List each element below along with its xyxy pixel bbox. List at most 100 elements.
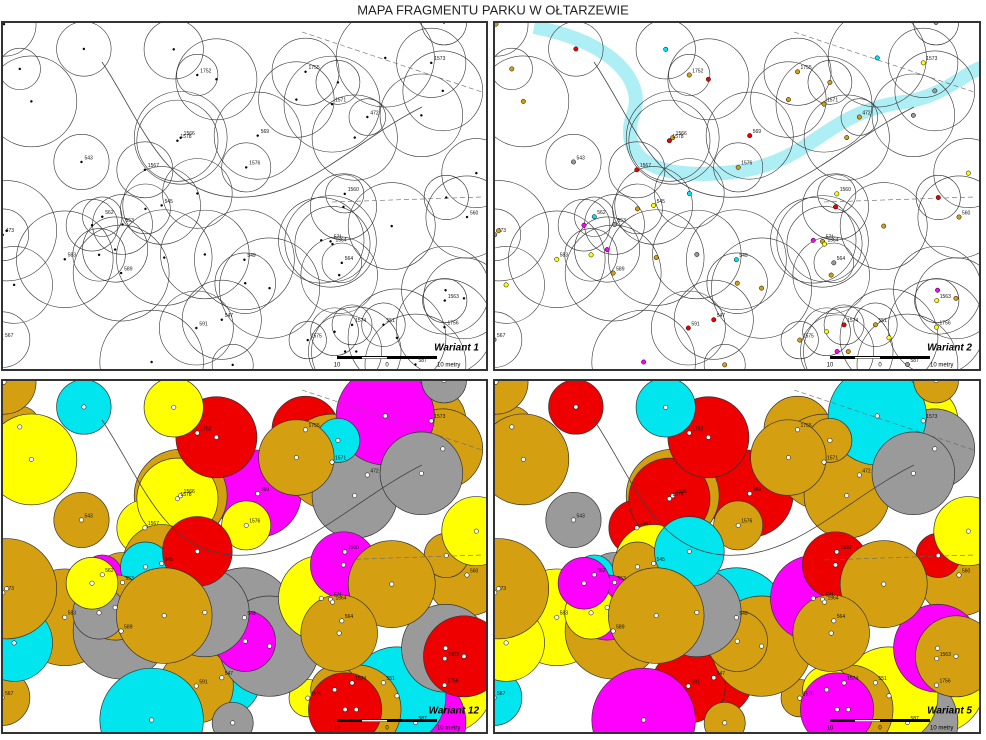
tree-number: 1566 (184, 489, 195, 495)
tree-number: 1573 (926, 414, 937, 420)
tree-number: 1752 (692, 426, 703, 432)
tree-point (330, 599, 335, 605)
tree-point (443, 325, 446, 329)
tree-crown (72, 224, 170, 322)
tree-number: 1567 (148, 521, 159, 527)
tree-crown (750, 61, 827, 138)
tree-point (822, 241, 827, 247)
tree-point (953, 653, 959, 659)
tree-point (554, 256, 560, 262)
tree-crown (776, 195, 869, 288)
tree-point (797, 695, 803, 701)
tree-crown (176, 54, 219, 96)
tree-point (711, 675, 717, 681)
tree-point (759, 643, 764, 649)
tree-point (827, 437, 833, 443)
tree-point (355, 350, 358, 353)
tree-crown (612, 183, 663, 235)
tree-point (384, 56, 387, 60)
tree-number: 562 (105, 210, 114, 216)
tree-point (834, 707, 840, 712)
tree-point (142, 525, 148, 531)
tree-point (143, 168, 147, 172)
tree-number: 560 (962, 568, 971, 574)
tree-crown (2, 55, 78, 148)
path-line (793, 31, 975, 203)
tree-number: 1576 (249, 519, 260, 525)
tree-point (30, 100, 33, 103)
tree-number: 545 (165, 557, 174, 563)
tree-point (935, 287, 941, 293)
tree-point (634, 206, 640, 212)
tree-crown (284, 195, 377, 288)
panel-frame (1, 379, 488, 734)
tree-number: 560 (962, 210, 971, 216)
tree-number: 569 (261, 487, 270, 493)
tree-point (461, 653, 467, 659)
tree-number: 1567 (640, 521, 651, 527)
tree-number: 1564 (335, 595, 346, 601)
tree-crown (325, 174, 365, 214)
tree-point (873, 680, 878, 686)
tree-crown (16, 210, 114, 308)
tree-point (520, 456, 526, 462)
tree-point (694, 251, 700, 257)
tree-point (90, 223, 94, 227)
tree-point (475, 171, 478, 175)
tree-crown (441, 138, 487, 208)
tree-number: 1571 (335, 97, 346, 103)
tree-point (932, 88, 938, 94)
tree-crown (494, 22, 529, 57)
tree-number: 569 (753, 487, 762, 493)
tree-point (243, 522, 249, 528)
tree-point (256, 134, 259, 137)
tree-point (150, 360, 153, 364)
tree-point (588, 610, 594, 616)
tree-crown (839, 288, 939, 370)
tree-point (331, 242, 334, 246)
tree-crown (2, 22, 37, 57)
tree-crown (871, 73, 956, 157)
tree-point (653, 613, 659, 619)
tree-crown (574, 196, 615, 237)
tree-crown (143, 22, 204, 80)
tree-point (734, 280, 740, 286)
tree-point (881, 223, 887, 229)
scale-bar (362, 357, 387, 359)
tree-point (503, 640, 509, 646)
tree-point (722, 362, 728, 368)
tree-point (414, 363, 417, 366)
tree-point (641, 717, 647, 723)
tree-crown (856, 313, 959, 370)
tree-point (856, 114, 862, 120)
tree-crown (308, 672, 383, 733)
tree-point (722, 720, 728, 726)
tree-point (244, 166, 248, 169)
tree-number: 547 (225, 671, 234, 677)
variant-label: Wariant 2 (927, 343, 972, 354)
tree-point (343, 192, 347, 196)
tree-point (17, 424, 23, 430)
tree-number: 1573 (434, 414, 445, 420)
tree-point (554, 614, 560, 620)
tree-crown (839, 182, 928, 270)
tree-point (215, 78, 218, 81)
tree-crown (792, 236, 870, 314)
tree-point (571, 517, 576, 523)
tree-point (390, 224, 393, 228)
tree-point (243, 281, 247, 285)
tree-point (821, 459, 827, 465)
tree-point (97, 253, 101, 257)
map-content: 567 569 571 564 1563 1564 1566 1567 1574 1576 1578… (2, 22, 487, 370)
title: MAPA FRAGMENTU PARKU W OŁTARZEWIE (357, 2, 629, 17)
tree-point (333, 330, 336, 334)
tree-number: 1578 (672, 134, 683, 140)
tree-crown (211, 344, 254, 370)
tree-number: 1564 (335, 237, 346, 243)
tree-crown (914, 278, 960, 324)
tree-crown (2, 311, 31, 368)
tree-point (588, 252, 594, 258)
tree-point (220, 318, 224, 321)
tree-crown (214, 252, 276, 314)
